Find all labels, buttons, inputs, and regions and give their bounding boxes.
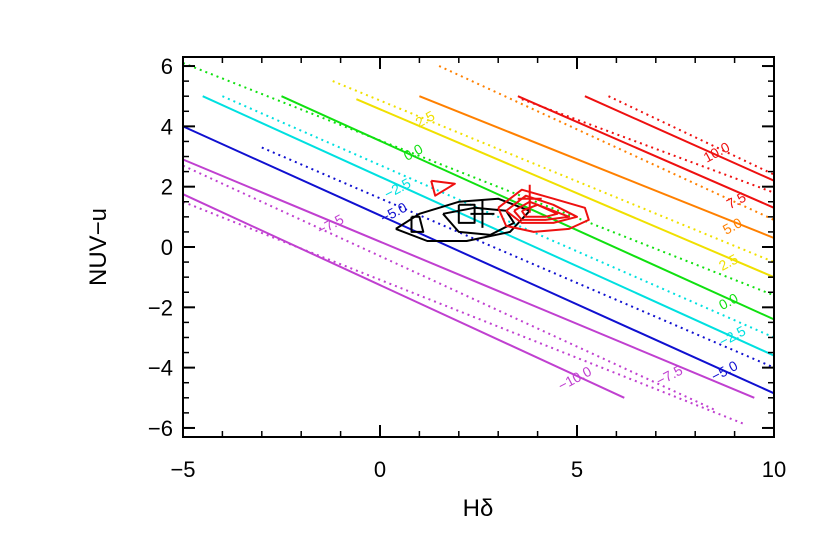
y-tick-label-3: 0 xyxy=(161,235,173,260)
isoline-dotted-7 xyxy=(182,62,775,297)
axis-ticks-layer: −5 0 5 10 −6 −4 −2 0 2 4 6 xyxy=(148,54,786,482)
y-tick-label-0: −6 xyxy=(148,416,173,441)
density-contour-red-4 xyxy=(520,203,559,218)
isoline-solid-0 xyxy=(182,193,625,399)
isoline-dotted-0 xyxy=(182,164,716,411)
density-contour-red-1 xyxy=(497,188,590,233)
density-contour-black-3 xyxy=(457,203,476,224)
isoline-solid-9 xyxy=(356,98,775,279)
isoline-dotted-13 xyxy=(608,95,775,176)
isoline-dotted-9 xyxy=(332,80,775,264)
isoline-solid-5 xyxy=(202,95,775,357)
y-tick-label-1: −4 xyxy=(148,356,173,381)
x-tick-label-3: 10 xyxy=(762,457,786,482)
x-axis-label: Hδ xyxy=(463,495,494,522)
isolines-layer xyxy=(182,62,775,426)
density-contour-red-2 xyxy=(505,194,578,224)
density-contour-black-2 xyxy=(410,215,425,233)
isoline-solid-11 xyxy=(419,95,775,239)
isoline-dotted-1 xyxy=(182,200,747,426)
y-tick-label-4: 2 xyxy=(161,175,173,200)
isoline-solid-13 xyxy=(584,95,775,182)
y-tick-label-5: 4 xyxy=(161,114,173,139)
isoline-solid-3 xyxy=(182,125,775,395)
y-axis-label: NUV−u xyxy=(85,208,112,286)
x-tick-label-0: −5 xyxy=(170,457,195,482)
y-tick-label-2: −2 xyxy=(148,295,173,320)
isoline-solid-12 xyxy=(517,95,775,209)
x-tick-label-2: 5 xyxy=(571,457,583,482)
y-tick-label-6: 6 xyxy=(161,54,173,79)
isoline-dotted-5 xyxy=(221,95,775,339)
isoline-solid-1 xyxy=(182,158,755,399)
markers-layer xyxy=(470,184,542,228)
x-tick-label-1: 0 xyxy=(374,457,386,482)
isoline-dotted-11 xyxy=(438,65,775,221)
density-contour-red-0 xyxy=(430,179,456,197)
